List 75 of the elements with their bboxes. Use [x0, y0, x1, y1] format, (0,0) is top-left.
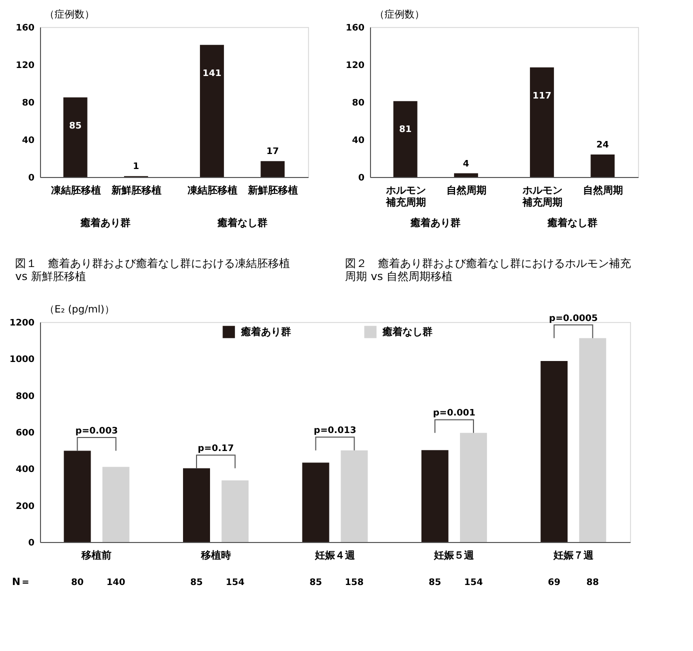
- text: 154: [226, 578, 244, 588]
- annotation: p=0.17: [198, 444, 234, 454]
- y-tick-label: 80: [22, 98, 34, 108]
- y-tick-label: 160: [346, 24, 364, 34]
- bar: [579, 338, 606, 542]
- bar: [183, 468, 210, 542]
- x-tick-label: 新鮮胚移植: [110, 184, 162, 196]
- text: 癒着あり群: [80, 217, 131, 229]
- legend-label: 癒着なし群: [381, 326, 432, 338]
- annotation: p=0.0005: [549, 314, 598, 324]
- annotation: p=0.001: [432, 408, 476, 419]
- y-tick-label: 1200: [9, 318, 34, 328]
- y-tick-label: 600: [16, 428, 34, 438]
- y-axis-title: （症例数）: [374, 8, 424, 20]
- bar: [540, 361, 568, 542]
- y-tick-label: 40: [22, 136, 34, 146]
- y-tick-label: 1000: [9, 355, 34, 366]
- annotation: p=0.003: [75, 426, 118, 436]
- text: 140: [106, 578, 126, 588]
- data-label: 4: [462, 159, 470, 170]
- data-label: 81: [399, 125, 412, 136]
- bar: [64, 450, 91, 542]
- annotation: p=0.013: [314, 426, 356, 436]
- data-label: 85: [69, 121, 82, 132]
- y-tick-label: 800: [16, 392, 34, 402]
- text: 85: [309, 578, 322, 588]
- legend-label: 癒着あり群: [240, 326, 291, 338]
- text: 癒着なし群: [546, 217, 598, 229]
- x-tick-label: 自然周期: [446, 184, 487, 196]
- data-label: 24: [596, 140, 609, 150]
- text: 69: [548, 578, 560, 588]
- text: 図１ 癒着あり群および癒着なし群における凍結胚移植 vs 新鮮胚移植: [15, 257, 290, 283]
- data-label: 1: [132, 162, 140, 172]
- x-tick-label: 新鮮胚移植: [247, 184, 298, 196]
- x-tick-label: 移植時: [200, 550, 231, 562]
- y-tick-label: 120: [346, 61, 364, 71]
- x-tick-label: 自然周期: [583, 184, 624, 196]
- x-tick-label: 移植前: [80, 550, 112, 562]
- bar: [460, 432, 487, 542]
- x-tick-label: 妊娠５週: [433, 550, 476, 562]
- x-tick-label: 凍結胚移植: [50, 184, 101, 196]
- bar: [421, 450, 448, 542]
- text: N＝: [12, 577, 30, 588]
- text: 図２ 癒着あり群および癒着なし群におけるホルモン補充周期 vs 自然周期移植: [345, 257, 632, 283]
- bar: [340, 450, 368, 542]
- x-tick-label: ホルモン補充周期: [521, 186, 562, 208]
- y-tick-label: 0: [28, 538, 34, 548]
- text: 85: [428, 578, 442, 588]
- text: 88: [586, 578, 599, 588]
- text: 癒着なし群: [216, 217, 268, 229]
- data-label: 141: [202, 68, 222, 79]
- bar: [302, 462, 330, 542]
- data-label: 17: [266, 147, 279, 158]
- text: 158: [344, 578, 364, 588]
- y-tick-label: 0: [358, 174, 364, 184]
- bar: [102, 466, 130, 542]
- y-axis-title: （症例数）: [44, 8, 94, 20]
- text: 154: [464, 578, 483, 588]
- x-tick-label: 妊娠４週: [314, 550, 356, 562]
- x-tick-label: 凍結胚移植: [187, 184, 238, 196]
- bar: [222, 480, 249, 542]
- text: 癒着あり群: [410, 217, 461, 229]
- y-tick-label: 40: [352, 136, 364, 146]
- text: 85: [190, 578, 203, 588]
- x-tick-label: ホルモン補充周期: [384, 186, 426, 208]
- y-tick-label: 400: [16, 465, 34, 476]
- y-tick-label: 160: [16, 24, 34, 34]
- y-tick-label: 80: [352, 98, 364, 108]
- x-tick-label: 妊娠７週: [552, 550, 594, 562]
- y-tick-label: 0: [28, 174, 34, 184]
- text: 80: [71, 578, 84, 588]
- data-label: 117: [532, 91, 552, 102]
- y-tick-label: 120: [16, 61, 34, 71]
- y-tick-label: 200: [16, 502, 34, 512]
- y-axis-title: （E₂ (pg/ml)）: [44, 304, 114, 316]
